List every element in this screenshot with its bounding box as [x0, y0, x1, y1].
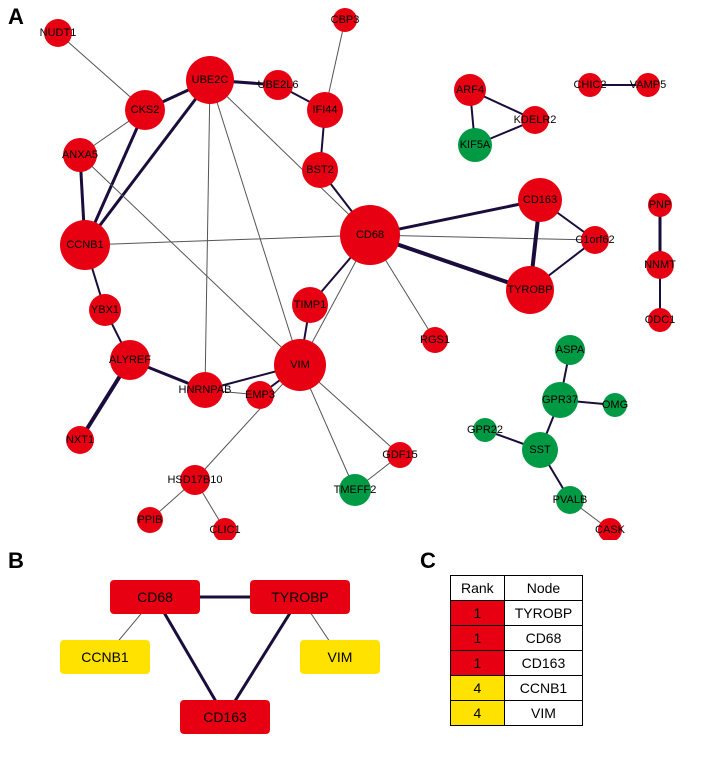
network-node-label: CCNB1 — [66, 239, 103, 251]
table-cell-rank: 4 — [451, 701, 505, 726]
network-node-label: GPR22 — [467, 424, 503, 436]
table-header: Rank — [451, 576, 505, 601]
table-cell-node: TYROBP — [504, 601, 583, 626]
table-cell-node: VIM — [504, 701, 583, 726]
hub-node: CCNB1 — [60, 640, 150, 674]
network-node-label: CD68 — [356, 229, 384, 241]
network-node-label: NNMT — [644, 259, 676, 271]
network-node-label: CASK — [595, 524, 626, 536]
table-cell-node: CCNB1 — [504, 676, 583, 701]
network-node-label: GPR37 — [542, 394, 578, 406]
network-edge — [370, 235, 595, 240]
network-node-label: TYROBP — [507, 284, 552, 296]
network-node-label: IFI44 — [312, 104, 337, 116]
table-header: Node — [504, 576, 583, 601]
network-node-label: ALYREF — [109, 354, 151, 366]
table-cell-node: CD68 — [504, 626, 583, 651]
table-row: 4VIM — [451, 701, 583, 726]
network-node-label: KIF5A — [460, 139, 491, 151]
network-node-label: YBX1 — [91, 304, 119, 316]
hub-edge — [155, 597, 225, 717]
network-node-label: ASPA — [556, 344, 585, 356]
network-node-label: GDF15 — [382, 449, 417, 461]
hub-node: CD163 — [180, 700, 270, 734]
network-node-label: TIMP1 — [294, 299, 326, 311]
table-row: 4CCNB1 — [451, 676, 583, 701]
table-cell-rank: 1 — [451, 651, 505, 676]
network-node-label: PNP — [649, 199, 672, 211]
table-row: 1TYROBP — [451, 601, 583, 626]
network-node-label: EMP3 — [245, 389, 275, 401]
table-cell-rank: 1 — [451, 626, 505, 651]
network-node-label: SST — [529, 444, 551, 456]
network-node-label: CD163 — [523, 194, 557, 206]
panel-c-label: C — [420, 548, 436, 574]
hub-node: CD68 — [110, 580, 200, 614]
network-node-label: NXT1 — [66, 434, 94, 446]
network-node-label: HNRNPAB — [179, 384, 232, 396]
network-node-label: CKS2 — [131, 104, 160, 116]
network-node-label: NUDT1 — [40, 27, 77, 39]
network-edge — [205, 80, 210, 390]
network-node-label: TMEFF2 — [334, 484, 377, 496]
network-node-label: OMG — [602, 399, 628, 411]
network-node-label: ODC1 — [645, 314, 676, 326]
figure-container: A B C NUDT1CBP3CKS2UBE2CUBE2L6IFI44ANXA5… — [0, 0, 709, 781]
table-row: 1CD163 — [451, 651, 583, 676]
panel-a-network: NUDT1 CBP3 CKS2 UBE2C UBE2L6 IFI44 ANXA5 BST2 CC… — [0, 0, 709, 540]
table-cell-node: CD163 — [504, 651, 583, 676]
table-cell-rank: 1 — [451, 601, 505, 626]
network-edge — [85, 235, 370, 245]
network-node-label: KDELR2 — [514, 114, 557, 126]
network-node-label: C1orf62 — [575, 234, 614, 246]
network-node-label: RGS1 — [420, 334, 450, 346]
network-node-label: UBE2C — [192, 74, 229, 86]
table-row: 1CD68 — [451, 626, 583, 651]
network-node-label: ARF4 — [456, 84, 484, 96]
hub-edge — [225, 597, 300, 717]
network-node-label: UBE2L6 — [258, 79, 299, 91]
hub-node: TYROBP — [250, 580, 350, 614]
table-cell-rank: 4 — [451, 676, 505, 701]
network-node-label: CLIC1 — [209, 524, 240, 536]
network-node-label: VAMP5 — [630, 79, 666, 91]
panel-c-table: RankNode1TYROBP1CD681CD1634CCNB14VIM — [450, 575, 583, 726]
hub-node: VIM — [300, 640, 380, 674]
network-node-label: HSD17B10 — [167, 474, 222, 486]
network-node-label: BST2 — [306, 164, 334, 176]
network-node-label: VIM — [290, 359, 310, 371]
network-node-label: ANXA5 — [62, 149, 98, 161]
network-node-label: CHIC2 — [573, 79, 606, 91]
network-node-label: PPIB — [137, 514, 162, 526]
network-node-label: PVALB — [553, 494, 588, 506]
network-node-label: CBP3 — [331, 14, 360, 26]
